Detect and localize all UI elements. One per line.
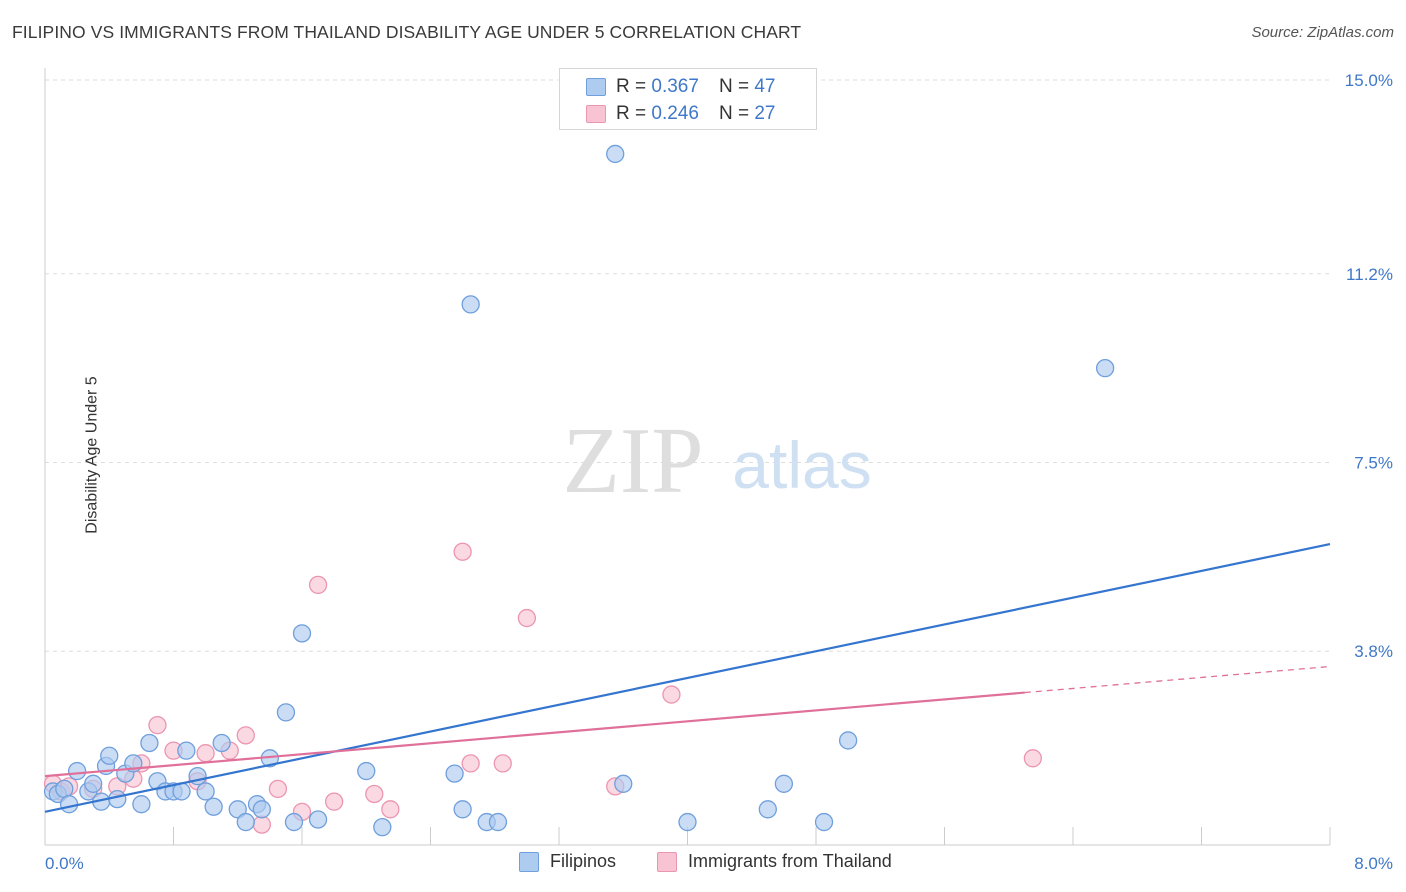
point-filipinos [132,795,151,814]
trend-lines [44,543,1331,813]
legend-label-thailand: Immigrants from Thailand [688,851,892,871]
legend-swatch-pink [586,105,606,123]
point-filipinos [67,761,87,781]
legend-swatch-pink [657,851,677,872]
r-value: 0.367 [651,76,699,97]
point-thailand [365,784,384,804]
point-filipinos [177,741,196,760]
watermark-zip: ZIP [563,409,704,513]
stats-legend-row-filipinos: R = 0.367 N = 47 [586,74,775,100]
axes [44,68,1331,846]
point-filipinos [774,774,794,793]
n-label: N = [718,103,750,124]
point-filipinos [814,812,834,832]
point-thailand [252,815,271,834]
trend-line-filipinos [44,543,1331,813]
legend-item-thailand[interactable]: Immigrants from Thailand [657,851,892,872]
point-filipinos [445,764,464,783]
point-filipinos [212,733,231,753]
point-filipinos [1095,358,1115,378]
n-value: 47 [754,76,776,97]
point-filipinos [276,703,296,722]
point-filipinos [758,800,777,819]
point-filipinos [838,731,858,750]
point-thailand [236,726,255,745]
y-axis-label: Disability Age Under 5 [83,376,101,534]
point-filipinos [140,733,159,753]
point-filipinos [292,624,312,643]
watermark: ZIP atlas [563,409,872,513]
point-filipinos [59,795,79,814]
point-thailand [196,744,215,763]
point-filipinos [488,812,508,832]
legend-swatch-blue [519,851,539,872]
point-filipinos [284,812,304,832]
point-filipinos [236,812,255,832]
n-value: 27 [754,103,776,124]
legend-swatch-blue [586,78,606,96]
r-label: R = [616,103,647,124]
x-tick-label: 0.0% [45,854,84,873]
point-thailand [493,754,512,773]
chart-title: FILIPINO VS IMMIGRANTS FROM THAILAND DIS… [12,22,802,42]
source-label: Source: ZipAtlas.com [1251,24,1394,41]
point-thailand [453,542,472,561]
point-filipinos [196,782,215,801]
r-label: R = [616,76,647,97]
point-filipinos [357,761,376,781]
point-thailand [1023,749,1042,768]
point-thailand [268,779,288,799]
points-filipinos [43,144,1115,837]
point-filipinos [606,144,625,164]
trend-line-thailand [44,691,1025,778]
trend-line-thailand-extrapolated [1024,665,1331,694]
point-filipinos [453,800,472,819]
y-tick-label: 11.2% [1346,265,1393,284]
point-filipinos [614,774,633,793]
y-tick-label: 15.0% [1345,71,1393,90]
point-thailand [461,754,480,773]
point-thailand [148,716,167,735]
point-filipinos [55,779,74,799]
gridlines [45,79,1330,652]
watermark-atlas: atlas [732,428,871,502]
y-tick-label: 3.8% [1354,642,1393,661]
stats-legend-row-thailand: R = 0.246 N = 27 [586,101,775,127]
point-thailand [308,575,328,595]
series-legend: Filipinos Immigrants from Thailand [0,851,1406,877]
point-thailand [517,608,537,628]
points-thailand [43,542,1042,834]
point-filipinos [252,800,271,819]
point-filipinos [461,295,480,314]
r-value: 0.246 [651,103,699,124]
n-label: N = [718,76,750,97]
y-tick-label: 7.5% [1354,454,1393,473]
point-thailand [381,800,400,819]
point-thailand [662,685,681,704]
point-filipinos [678,812,697,832]
legend-label-filipinos: Filipinos [550,851,617,871]
point-filipinos [373,818,392,837]
tick-labels: 3.8% 7.5% 11.2% 15.0% 0.0% 8.0% [45,71,1393,873]
point-filipinos [84,774,103,793]
stats-legend: R = 0.367 N = 47 R = 0.246 N = 27 [559,68,817,130]
point-filipinos [204,797,223,816]
legend-item-filipinos[interactable]: Filipinos [519,851,616,872]
point-filipinos [100,746,119,765]
point-filipinos [308,810,328,829]
point-thailand [324,792,344,811]
x-tick-label: 8.0% [1354,854,1393,873]
